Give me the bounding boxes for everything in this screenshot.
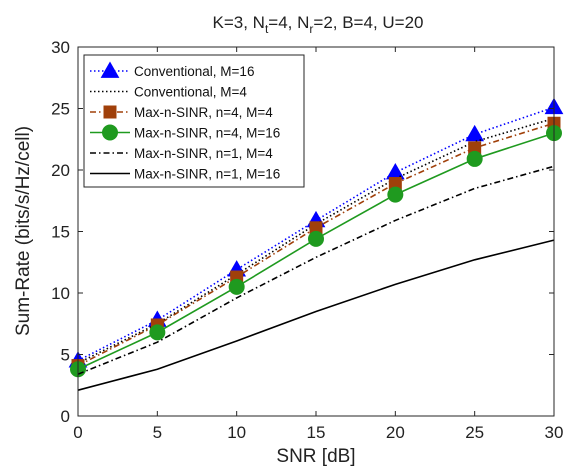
title-nt-subscript: t (265, 22, 269, 36)
legend-entry: Max-n-SINR, n=4, M=4 (90, 105, 273, 120)
y-tick-label: 0 (61, 407, 70, 426)
legend-box (83, 54, 305, 188)
x-tick-label: 30 (545, 423, 564, 442)
legend-label: Conventional, M=16 (134, 64, 254, 79)
legend: Conventional, M=16 Conventional, M=4 Max-n… (83, 54, 305, 188)
x-tick-label: 15 (307, 423, 326, 442)
y-tick-label: 5 (61, 346, 70, 365)
title-mid2: =2, B=4, U=20 (313, 13, 423, 32)
ticks-layer: 0 5 10 15 20 25 30 0 5 10 15 20 25 30 (51, 38, 563, 442)
legend-label: Max-n-SINR, n=4, M=4 (134, 105, 273, 120)
legend-marker (102, 124, 118, 141)
title-nr-subscript: r (309, 22, 313, 36)
data-point (387, 186, 404, 203)
x-tick-label: 0 (73, 423, 82, 442)
series-6 (77, 239, 555, 391)
series-5 (77, 165, 555, 375)
legend-entry: Max-n-SINR, n=4, M=16 (90, 124, 280, 141)
legend-entry: Max-n-SINR, n=1, M=4 (90, 146, 273, 161)
series-4 (70, 125, 562, 378)
data-point (228, 278, 245, 295)
data-point (308, 230, 324, 247)
chart-title: K=3, Nt=4, Nr=2, B=4, U=20 (212, 13, 423, 36)
data-point (466, 150, 483, 167)
series-line (77, 165, 555, 375)
x-tick-label: 10 (227, 423, 246, 442)
series-layer (68, 97, 564, 391)
legend-entry: Conventional, M=16 (90, 61, 254, 79)
y-tick-label: 30 (51, 38, 70, 57)
legend-marker (103, 105, 117, 119)
legend-label: Max-n-SINR, n=1, M=16 (134, 167, 280, 182)
x-tick-label: 25 (465, 423, 484, 442)
legend-entry: Max-n-SINR, n=1, M=16 (90, 167, 280, 182)
x-axis-label: SNR [dB] (276, 446, 355, 467)
data-point (149, 324, 166, 341)
y-tick-label: 15 (51, 223, 70, 242)
series-line (77, 239, 555, 391)
x-tick-label: 5 (153, 423, 162, 442)
x-tick-label: 20 (386, 423, 405, 442)
legend-label: Max-n-SINR, n=1, M=4 (134, 146, 273, 161)
legend-marker (100, 61, 120, 78)
legend-label: Max-n-SINR, n=4, M=16 (134, 126, 280, 141)
y-tick-label: 25 (51, 100, 70, 119)
title-prefix: K=3, N (212, 13, 264, 32)
data-point (465, 124, 485, 142)
legend-label: Conventional, M=4 (134, 85, 247, 100)
y-tick-label: 10 (51, 284, 70, 303)
legend-entry: Conventional, M=4 (90, 85, 247, 100)
title-mid1: =4, N (268, 13, 309, 32)
y-axis-label: Sum-Rate (bits/s/Hz/cell) (13, 126, 34, 336)
y-tick-label: 20 (51, 161, 70, 180)
